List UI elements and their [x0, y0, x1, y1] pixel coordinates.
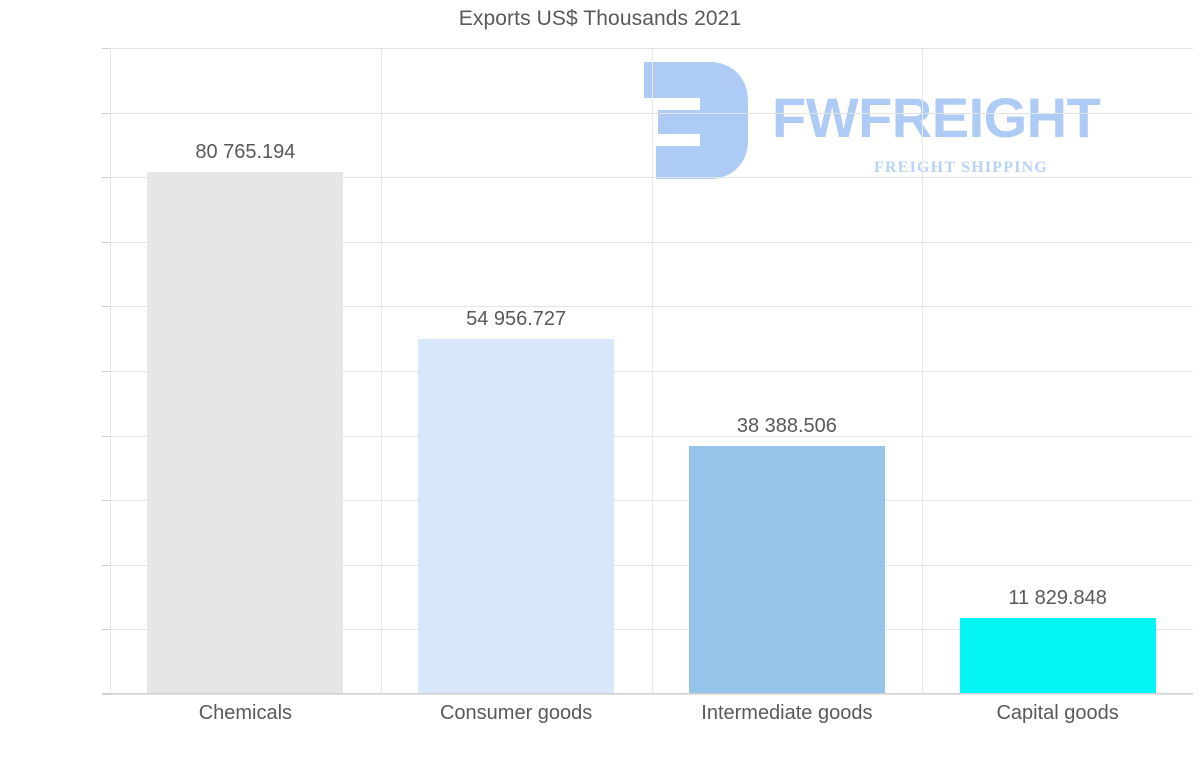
- y-tick-mark: [102, 112, 110, 114]
- x-axis-category-label: Chemicals: [198, 702, 293, 724]
- bar[interactable]: [418, 338, 615, 694]
- bar[interactable]: [688, 446, 885, 694]
- gridline-horizontal: [110, 48, 1193, 49]
- x-axis-line: [102, 693, 1193, 694]
- gridline-horizontal: [110, 177, 1193, 179]
- bar-value-label: 11 829.848: [1008, 586, 1107, 609]
- y-tick-mark: [102, 435, 110, 437]
- plot-area: 80 765.194 54 956.727 38 388.506 11 829.848: [102, 48, 1193, 695]
- y-tick-mark: [102, 177, 110, 179]
- bar-value-label: 38 388.506: [736, 415, 837, 437]
- bar[interactable]: [147, 172, 344, 694]
- gridline-horizontal: [110, 694, 1193, 695]
- gridline-horizontal: [110, 241, 1193, 243]
- gridline-horizontal: [110, 629, 1193, 631]
- y-tick-mark: [102, 500, 110, 502]
- y-tick-mark: [102, 241, 110, 243]
- x-axis-category-label: Capital goods: [996, 702, 1119, 724]
- bar-value-label: 80 765.194: [195, 141, 296, 164]
- gridline-horizontal: [110, 500, 1193, 502]
- chart-title: Exports US$ Thousands 2021: [458, 7, 742, 30]
- y-tick-mark: [102, 629, 110, 631]
- bar-value-label: 54 956.727: [466, 307, 567, 330]
- x-axis-category-label: Intermediate goods: [701, 702, 873, 724]
- bar[interactable]: [959, 617, 1156, 694]
- gridline-horizontal: [110, 112, 1193, 114]
- y-tick-mark: [102, 371, 110, 372]
- gridline-horizontal: [110, 564, 1193, 566]
- y-tick-mark: [102, 306, 110, 308]
- gridline-horizontal: [110, 306, 1193, 308]
- y-tick-mark: [102, 48, 110, 49]
- y-tick-mark: [102, 564, 110, 566]
- gridline-horizontal: [110, 371, 1193, 372]
- gridline-vertical: [922, 48, 923, 694]
- gridline-vertical: [381, 48, 382, 694]
- gridline-vertical: [110, 48, 111, 694]
- gridline-horizontal: [110, 435, 1193, 437]
- x-axis-category-label: Consumer goods: [439, 702, 593, 724]
- gridline-vertical: [652, 48, 653, 694]
- y-tick-mark: [102, 694, 110, 695]
